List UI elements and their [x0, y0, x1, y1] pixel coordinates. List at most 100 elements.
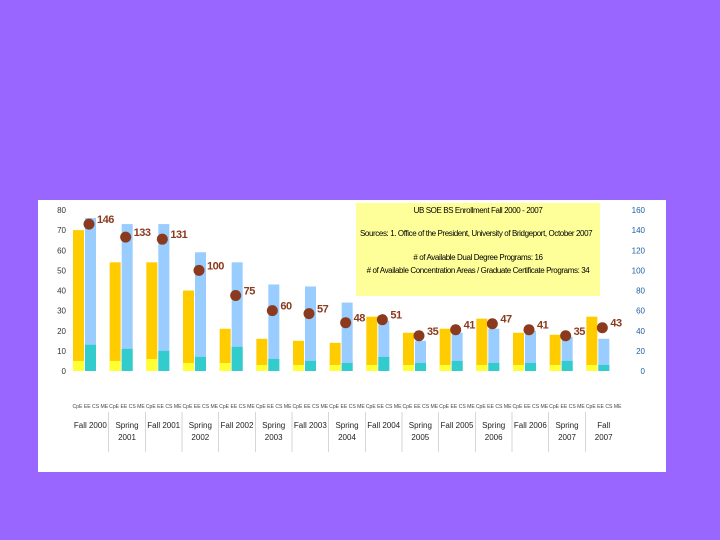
- bar-teal-segment: [598, 364, 610, 371]
- total-marker: [266, 305, 278, 317]
- bar-yellow-segment: [256, 364, 268, 371]
- sub-category-label: CpE EE CS ME: [476, 404, 512, 410]
- y-left-tick-label: 60: [57, 246, 66, 255]
- chart-title: UB SOE BS Enrollment Fall 2000 - 2007: [413, 206, 543, 215]
- y-right-tick-label: 100: [632, 266, 646, 275]
- bar-yellow-segment: [183, 362, 194, 371]
- bar-orange: [549, 334, 561, 371]
- sub-category-label: CpE EE CS ME: [513, 404, 549, 410]
- bar-orange: [476, 318, 488, 371]
- bar-lightblue: [415, 340, 426, 371]
- sources-note: Sources: 1. Office of the President, Uni…: [360, 229, 593, 238]
- total-marker-label: 41: [537, 320, 549, 332]
- category-label: Fall 2001: [147, 421, 180, 430]
- y-right-tick-label: 140: [632, 226, 646, 235]
- bar-teal-segment: [121, 348, 133, 371]
- bar-orange: [219, 328, 231, 371]
- bar-teal-segment: [231, 346, 243, 371]
- bar-yellow-segment: [366, 364, 378, 371]
- total-marker-label: 51: [390, 310, 402, 322]
- chart-panel: 0 10 20 30 40 50 60 70 80 0 20 40 60 80 100 120 140 160 …: [38, 200, 666, 472]
- bar-lightblue: [85, 218, 96, 371]
- sub-category-label: CpE EE CS ME: [73, 404, 109, 410]
- bar-lightblue: [488, 328, 500, 371]
- total-marker: [303, 308, 315, 320]
- category-label: 2004: [338, 433, 356, 442]
- bar-orange: [293, 340, 304, 371]
- category-label: 2001: [118, 433, 136, 442]
- y-right-tick-label: 60: [636, 307, 645, 316]
- category-label: 2007: [595, 433, 613, 442]
- category-label: 2002: [191, 433, 209, 442]
- total-marker-label: 43: [610, 318, 622, 330]
- y-left-tick-label: 70: [57, 226, 66, 235]
- category-label: Fall 2000: [74, 421, 107, 430]
- bar-lightblue: [231, 262, 243, 371]
- y-right-tick-label: 80: [636, 287, 645, 296]
- total-marker-label: 60: [280, 301, 292, 313]
- bar-orange: [109, 262, 121, 371]
- bar-lightblue: [378, 320, 390, 371]
- total-marker-label: 35: [574, 326, 586, 338]
- bar-teal-segment: [158, 350, 170, 371]
- left-axis: 0 10 20 30 40 50 60 70 80: [57, 206, 66, 376]
- category-label: 2006: [485, 433, 503, 442]
- y-left-tick-label: 10: [57, 347, 66, 356]
- bar-yellow-segment: [109, 360, 121, 371]
- bar-teal-segment: [378, 356, 390, 371]
- y-right-tick-label: 40: [636, 327, 645, 336]
- bar-orange: [513, 332, 524, 371]
- bar-lightblue: [341, 302, 353, 371]
- sub-category-label: CpE EE CS ME: [109, 404, 145, 410]
- total-marker-label: 133: [134, 227, 151, 239]
- category-label: Fall 2003: [294, 421, 327, 430]
- bar-yellow-segment: [219, 362, 231, 371]
- bar-orange: [183, 290, 194, 371]
- bar-teal-segment: [85, 344, 96, 371]
- bar-orange: [403, 332, 414, 371]
- total-marker: [450, 324, 462, 336]
- bar-yellow-segment: [403, 364, 414, 371]
- total-marker: [523, 324, 535, 336]
- category-label: Fall 2006: [514, 421, 547, 430]
- concentration-note: # of Available Concentration Areas / Gra…: [366, 266, 590, 275]
- category-label: 2007: [558, 433, 576, 442]
- y-right-tick-label: 160: [632, 206, 646, 215]
- y-left-tick-label: 30: [57, 307, 66, 316]
- total-marker: [83, 218, 95, 230]
- category-label: 2003: [265, 433, 283, 442]
- bar-teal-segment: [451, 360, 463, 371]
- bar-lightblue: [158, 224, 170, 371]
- total-marker-label: 48: [354, 313, 366, 325]
- bar-orange: [586, 316, 598, 371]
- category-label: Spring: [115, 421, 138, 430]
- category-label: Fall 2002: [221, 421, 254, 430]
- bar-yellow-segment: [73, 360, 84, 371]
- sub-category-label: CpE EE CS ME: [146, 404, 182, 410]
- bar-lightblue: [268, 284, 280, 371]
- sub-category-label: CpE EE CS ME: [549, 404, 585, 410]
- bar-lightblue: [451, 332, 463, 371]
- sub-category-label: CpE EE CS ME: [586, 404, 622, 410]
- bar-lightblue: [598, 338, 610, 371]
- sub-category-label: CpE EE CS ME: [293, 404, 329, 410]
- category-label: Spring: [335, 421, 358, 430]
- total-marker-label: 146: [97, 214, 114, 226]
- bar-teal-segment: [195, 356, 206, 371]
- bar-yellow-segment: [439, 364, 451, 371]
- dual-degree-note: # of Available Dual Degree Programs: 16: [413, 253, 543, 262]
- sub-category-label: CpE EE CS ME: [183, 404, 219, 410]
- bar-yellow-segment: [329, 364, 341, 371]
- total-marker-label: 35: [427, 326, 439, 338]
- total-marker: [413, 330, 425, 342]
- total-marker-label: 57: [317, 304, 329, 316]
- bar-lightblue: [305, 286, 316, 371]
- bar-orange: [256, 338, 268, 371]
- total-marker-label: 47: [500, 314, 512, 326]
- bar-teal-segment: [488, 362, 500, 371]
- category-label: Fall 2004: [367, 421, 400, 430]
- bar-teal-segment: [341, 362, 353, 371]
- category-label: Spring: [482, 421, 505, 430]
- total-marker: [340, 317, 352, 329]
- bar-orange: [329, 342, 341, 371]
